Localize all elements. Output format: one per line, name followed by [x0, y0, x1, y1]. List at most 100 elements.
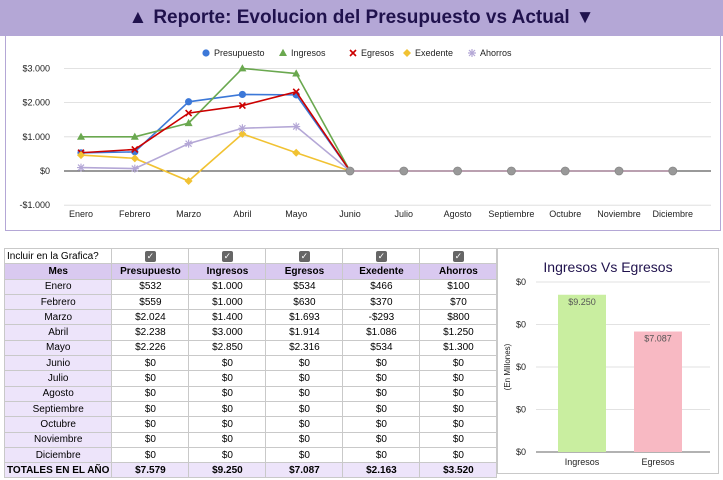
include-checkbox-cell: ✓ — [188, 247, 267, 265]
value-cell: $1.300 — [419, 339, 498, 357]
legend-label: Presupuesto — [214, 48, 265, 58]
value-cell: $0 — [419, 355, 498, 372]
table-row: Agosto $0 $0 $0 $0 $0 — [3, 385, 498, 402]
y-tick-label: $0 — [516, 405, 526, 415]
value-cell: $0 — [111, 400, 190, 418]
value-cell: $0 — [188, 416, 267, 433]
value-cell: $0 — [265, 416, 344, 433]
value-cell: $0 — [188, 355, 267, 372]
x-tick-label: Ingresos — [565, 457, 600, 467]
data-point — [292, 88, 300, 96]
column-header: Ingresos — [188, 263, 267, 280]
bar-chart: Ingresos Vs Egresos $0 $0 $0 $0 $0 (En Millone… — [503, 259, 710, 467]
x-tick-label: Abril — [233, 209, 251, 219]
data-point — [185, 109, 193, 117]
value-cell: $0 — [342, 416, 421, 433]
data-point — [453, 166, 463, 176]
value-cell: $1.000 — [188, 278, 267, 295]
data-point — [77, 132, 85, 140]
value-cell: $0 — [419, 400, 498, 418]
data-table: Incluir en la Grafica? ✓ ✓ ✓ ✓ ✓ Mes Presupuest… — [3, 247, 498, 479]
data-point — [238, 129, 247, 138]
value-cell: $0 — [265, 385, 344, 402]
value-cell: $0 — [265, 446, 344, 464]
table-row: Junio $0 $0 $0 $0 $0 — [3, 355, 498, 372]
totals-row: TOTALES EN EL AÑO $7.579 $9.250 $7.087 $2.16… — [3, 462, 498, 479]
legend-marker — [349, 49, 357, 57]
y-axis-label: (En Millones) — [503, 343, 512, 390]
value-cell: $1.693 — [265, 309, 344, 326]
totals-label: TOTALES EN EL AÑO — [3, 462, 113, 479]
value-cell: $0 — [111, 385, 190, 402]
y-tick-label: $1.000 — [22, 132, 50, 142]
month-cell: Agosto — [3, 385, 113, 402]
legend-label: Egresos — [361, 48, 395, 58]
series-line — [80, 93, 673, 172]
data-point — [77, 151, 85, 160]
value-cell: $0 — [111, 355, 190, 372]
value-cell: $630 — [265, 293, 344, 311]
include-checkbox-exedente[interactable]: ✓ — [375, 250, 387, 262]
report-banner: ▲ Reporte: Evolucion del Presupuesto vs … — [0, 0, 723, 36]
legend-label: Ingresos — [291, 48, 326, 58]
value-cell: $0 — [265, 400, 344, 418]
value-cell: $0 — [419, 431, 498, 448]
month-cell: Diciembre — [3, 446, 113, 464]
data-point — [184, 139, 193, 148]
table-row: Julio $0 $0 $0 $0 $0 — [3, 370, 498, 387]
month-cell: Marzo — [3, 309, 113, 326]
include-checkbox-ahorros[interactable]: ✓ — [452, 250, 464, 262]
value-cell: $0 — [111, 416, 190, 433]
bar-chart-panel: Ingresos Vs Egresos $0 $0 $0 $0 $0 (En Millone… — [497, 248, 719, 474]
include-checkbox-cell: ✓ — [342, 247, 421, 265]
y-tick-label: $0 — [40, 166, 50, 176]
table-row: Marzo $2.024 $1.400 $1.693 -$293 $800 — [3, 309, 498, 326]
value-cell: $1.086 — [342, 324, 421, 341]
data-point — [77, 163, 85, 172]
month-cell: Julio — [3, 370, 113, 387]
collapse-up-icon[interactable]: ▲ — [128, 7, 148, 28]
collapse-down-icon[interactable]: ▼ — [575, 7, 595, 28]
value-cell: $0 — [419, 370, 498, 387]
legend-marker — [202, 49, 210, 57]
data-point — [238, 90, 246, 99]
value-cell: $0 — [188, 431, 267, 448]
include-checkbox-cell: ✓ — [265, 247, 344, 265]
data-point — [506, 166, 516, 176]
value-cell: $0 — [111, 431, 190, 448]
value-cell: $0 — [111, 370, 190, 387]
y-tick-label: $0 — [516, 447, 526, 457]
y-tick-label: $0 — [516, 277, 526, 287]
value-cell: $2.024 — [111, 309, 190, 326]
value-cell: $0 — [342, 446, 421, 464]
value-cell: $2.850 — [188, 339, 267, 357]
value-cell: $532 — [111, 278, 190, 295]
value-cell: $0 — [188, 400, 267, 418]
month-cell: Octubre — [3, 416, 113, 433]
legend-label: Ahorros — [480, 48, 512, 58]
column-header: Mes — [3, 263, 113, 280]
x-tick-label: Mayo — [285, 209, 307, 219]
column-header: Presupuesto — [111, 263, 190, 280]
table-row: Septiembre $0 $0 $0 $0 $0 — [3, 400, 498, 418]
data-point — [130, 164, 139, 173]
x-tick-label: Octubre — [549, 209, 581, 219]
bar — [558, 294, 606, 452]
value-cell: $534 — [342, 339, 421, 357]
bar-data-label: $7.087 — [644, 334, 672, 344]
table-header: Mes Presupuesto Ingresos Egresos Exedente Aho… — [3, 263, 498, 280]
table-row: Diciembre $0 $0 $0 $0 $0 — [3, 446, 498, 464]
data-point — [238, 101, 246, 110]
data-point — [184, 177, 193, 186]
month-cell: Noviembre — [3, 431, 113, 448]
include-checkbox-presupuesto[interactable]: ✓ — [144, 250, 156, 262]
data-point — [292, 69, 301, 77]
series-line — [80, 125, 673, 172]
x-tick-label: Julio — [395, 209, 414, 219]
value-cell: $0 — [419, 416, 498, 433]
include-checkbox-egresos[interactable]: ✓ — [298, 250, 310, 262]
include-checkbox-ingresos[interactable]: ✓ — [221, 250, 233, 262]
data-point — [614, 166, 624, 176]
y-tick-label: $0 — [516, 362, 526, 372]
legend-marker — [279, 48, 287, 56]
